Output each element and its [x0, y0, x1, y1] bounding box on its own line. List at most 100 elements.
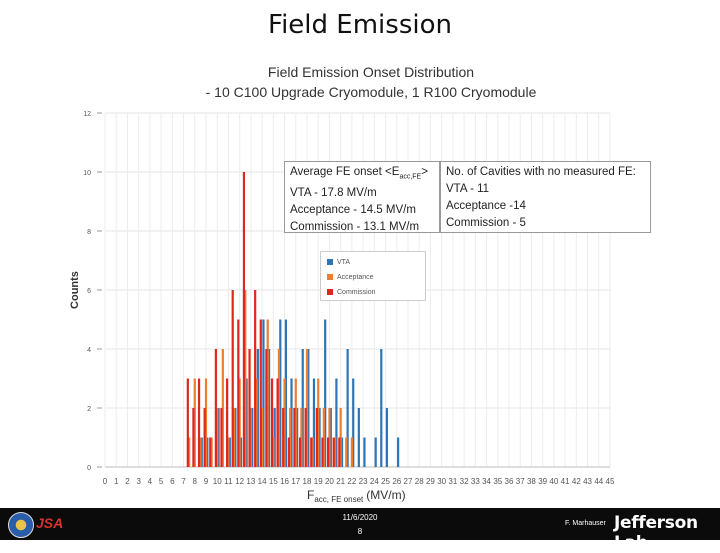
bar-vta: [228, 437, 231, 467]
x-tick-label: 39: [538, 477, 547, 486]
x-tick-label: 45: [606, 477, 615, 486]
x-tick-label: 44: [594, 477, 603, 486]
slide-title: Field Emission: [268, 10, 452, 40]
bar-acceptance: [317, 378, 320, 467]
average-fe-acceptance: Acceptance - 14.5 MV/m: [290, 204, 416, 217]
chart-title: Field Emission Onset Distribution: [268, 64, 474, 80]
y-tick-label: 10: [83, 170, 91, 177]
bar-acceptance: [232, 408, 236, 467]
bar-vta: [335, 378, 338, 467]
bar-commission: [315, 408, 318, 467]
bar-acceptance: [289, 408, 292, 467]
x-tick-label: 11: [224, 477, 233, 486]
legend-label-vta: VTA: [337, 258, 351, 266]
bar-vta: [245, 378, 248, 467]
bars-group: [186, 172, 400, 467]
x-tick-label: 23: [359, 477, 368, 486]
legend-item-acceptance: Acceptance: [327, 272, 374, 282]
x-tick-label: 25: [381, 477, 390, 486]
y-tick-label: 6: [87, 288, 91, 295]
bar-acceptance: [328, 408, 331, 467]
x-tick-label: 19: [314, 477, 323, 486]
x-tick-label: 36: [505, 477, 514, 486]
bar-acceptance: [294, 378, 297, 467]
y-tick-label: 4: [87, 347, 91, 354]
bar-acceptance: [300, 408, 303, 467]
bar-acceptance: [277, 349, 281, 467]
bar-commission: [237, 319, 240, 467]
x-tick-label: 3: [136, 477, 141, 486]
x-tick-label: 8: [193, 477, 198, 486]
bar-acceptance: [210, 437, 213, 467]
x-tick-label: 18: [303, 477, 312, 486]
bar-vta: [312, 378, 316, 467]
bar-acceptance: [266, 319, 269, 467]
bar-acceptance: [261, 408, 264, 467]
bar-vta: [352, 378, 355, 467]
legend-label-acceptance: Acceptance: [337, 273, 374, 281]
average-fe-header-suffix: >: [421, 166, 428, 178]
bar-acceptance: [244, 290, 247, 467]
bar-vta: [267, 349, 271, 467]
bar-vta: [380, 349, 383, 467]
x-axis-label-sub: acc, FE onset: [314, 495, 364, 504]
bar-commission: [203, 408, 206, 467]
x-tick-label: 35: [493, 477, 502, 486]
bar-vta: [397, 437, 400, 467]
bar-commission: [310, 437, 313, 467]
bar-commission: [293, 408, 296, 467]
y-axis-label: Counts: [69, 271, 81, 309]
bar-vta: [290, 378, 293, 467]
x-tick-label: 14: [258, 477, 267, 486]
field-emission-chart: Field Emission Onset Distribution - 10 C…: [58, 60, 658, 505]
footer-page-number: 8: [357, 527, 363, 536]
legend-swatch-commission: [327, 289, 333, 295]
bar-vta: [301, 349, 304, 467]
x-tick-label: 2: [125, 477, 130, 486]
bar-vta: [273, 408, 276, 467]
x-tick-label: 42: [572, 477, 581, 486]
x-tick-label: 24: [370, 477, 379, 486]
bar-commission: [225, 378, 229, 467]
legend-swatch-vta: [327, 259, 333, 265]
bar-commission: [197, 378, 201, 467]
bar-commission: [282, 408, 285, 467]
footer-bar: JSA 11/6/2020 8 F. Marhauser Jefferson L…: [0, 508, 720, 553]
average-fe-vta: VTA - 17.8 MV/m: [290, 187, 377, 200]
bar-vta: [206, 437, 209, 467]
x-axis-label-main: F: [307, 488, 314, 502]
y-tick-label: 12: [83, 111, 91, 118]
x-tick-label: 0: [103, 477, 108, 486]
x-tick-label: 29: [426, 477, 435, 486]
bar-commission: [304, 408, 307, 467]
bar-vta: [217, 408, 220, 467]
bar-commission: [209, 437, 212, 467]
bar-commission: [270, 378, 274, 467]
bar-vta: [251, 408, 254, 467]
x-tick-label: 20: [325, 477, 334, 486]
bar-acceptance: [322, 408, 325, 467]
no-fe-cavities-box: No. of Cavities with no measured FE: VTA…: [440, 161, 651, 233]
bar-acceptance: [199, 437, 202, 467]
bar-vta: [385, 408, 389, 467]
bar-vta: [234, 408, 237, 467]
legend-swatch-acceptance: [327, 274, 333, 280]
bar-acceptance: [204, 378, 208, 467]
bar-vta: [279, 319, 282, 467]
x-tick-label: 22: [347, 477, 356, 486]
bar-commission: [254, 290, 257, 467]
average-fe-commission: Commission - 13.1 MV/m: [290, 221, 420, 234]
x-tick-label: 1: [114, 477, 119, 486]
bar-vta: [363, 437, 366, 467]
bar-acceptance: [339, 408, 342, 467]
bar-acceptance: [238, 378, 241, 467]
bar-commission: [259, 319, 262, 467]
x-tick-label: 34: [482, 477, 491, 486]
x-tick-label: 16: [280, 477, 289, 486]
legend-label-commission: Commission: [337, 288, 376, 296]
bar-vta: [200, 437, 203, 467]
legend-item-commission: Commission: [327, 287, 376, 297]
bar-vta: [296, 408, 299, 467]
x-tick-label: 31: [448, 477, 457, 486]
jsa-logo: JSA: [36, 515, 64, 531]
